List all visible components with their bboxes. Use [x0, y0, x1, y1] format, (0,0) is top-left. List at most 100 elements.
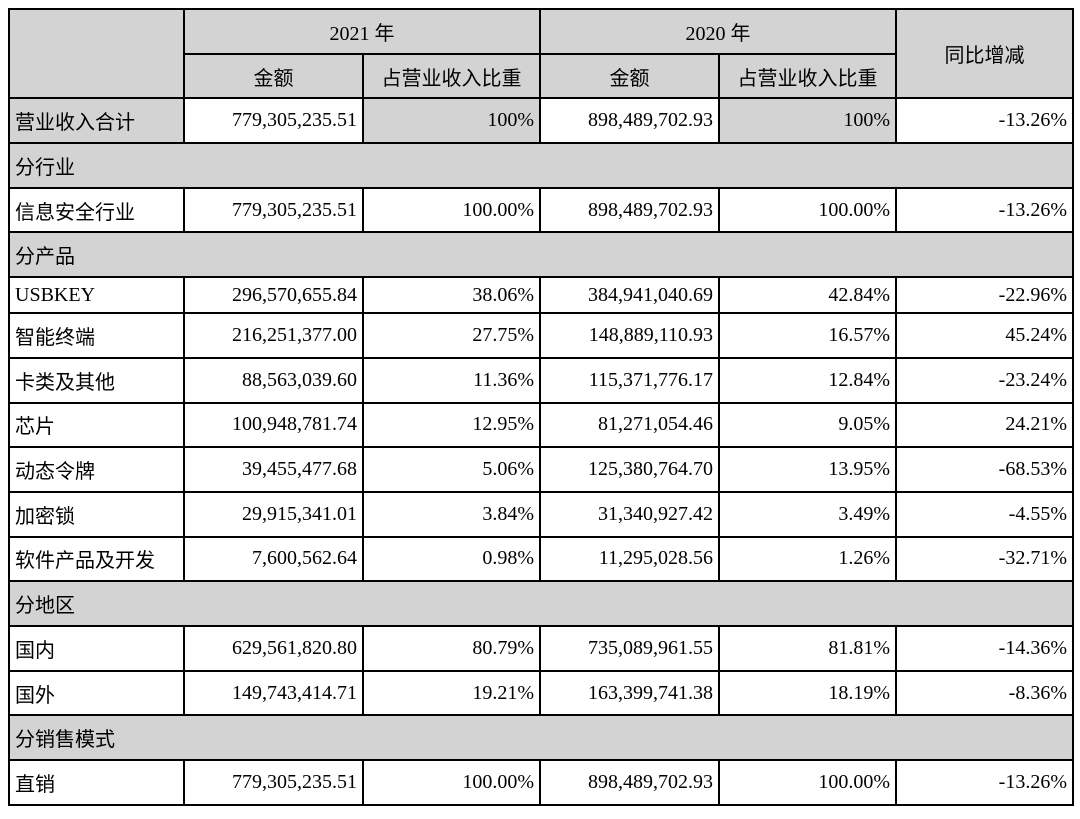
cell-amount-2020: 898,489,702.93: [539, 759, 720, 806]
table-row-overseas: 国外 149,743,414.71 19.21% 163,399,741.38 …: [8, 669, 1074, 717]
cell-ratio-2021: 27.75%: [362, 312, 541, 359]
cell-amount-2020: 11,295,028.56: [539, 535, 720, 583]
revenue-breakdown-table: 2021 年 2020 年 同比增减 金额 占营业收入比重 金额 占营业收入比重…: [8, 7, 1074, 806]
cell-amount-2020: 148,889,110.93: [539, 312, 720, 359]
cell-ratio-2020: 100.00%: [718, 759, 897, 806]
table-row-software-dev: 软件产品及开发 7,600,562.64 0.98% 11,295,028.56…: [8, 535, 1074, 583]
cell-amount-2020: 735,089,961.55: [539, 624, 720, 672]
cell-ratio-2020: 16.57%: [718, 312, 897, 359]
cell-ratio-2020: 100%: [718, 97, 897, 145]
cell-ratio-2021: 11.36%: [362, 356, 541, 404]
table-row-smart-terminal: 智能终端 216,251,377.00 27.75% 148,889,110.9…: [8, 312, 1074, 359]
cell-yoy: -13.26%: [895, 186, 1074, 234]
cell-ratio-2021: 5.06%: [362, 446, 541, 493]
cell-amount-2021: 779,305,235.51: [183, 97, 364, 145]
row-label: 信息安全行业: [8, 186, 185, 234]
cell-amount-2020: 898,489,702.93: [539, 97, 720, 145]
cell-amount-2020: 31,340,927.42: [539, 490, 720, 538]
row-label: 芯片: [8, 401, 185, 449]
cell-amount-2021: 29,915,341.01: [183, 490, 364, 538]
row-label: 国外: [8, 669, 185, 717]
cell-ratio-2020: 42.84%: [718, 276, 897, 315]
header-year-2021: 2021 年: [183, 8, 541, 55]
cell-yoy: -13.26%: [895, 97, 1074, 145]
header-amount-2020: 金额: [539, 52, 720, 100]
cell-ratio-2021: 3.84%: [362, 490, 541, 538]
cell-ratio-2021: 100.00%: [362, 759, 541, 806]
row-label: 动态令牌: [8, 446, 185, 493]
cell-yoy: -13.26%: [895, 759, 1074, 806]
cell-amount-2021: 100,948,781.74: [183, 401, 364, 449]
header-ratio-2020: 占营业收入比重: [718, 52, 897, 100]
section-label: 分行业: [8, 142, 1074, 189]
cell-amount-2020: 115,371,776.17: [539, 356, 720, 404]
cell-ratio-2020: 9.05%: [718, 401, 897, 449]
section-row-region: 分地区: [8, 580, 1074, 627]
cell-amount-2020: 125,380,764.70: [539, 446, 720, 493]
cell-ratio-2021: 100.00%: [362, 186, 541, 234]
row-label: 软件产品及开发: [8, 535, 185, 583]
cell-amount-2020: 163,399,741.38: [539, 669, 720, 717]
header-amount-2021: 金额: [183, 52, 364, 100]
cell-yoy: -8.36%: [895, 669, 1074, 717]
table-row-infosec-industry: 信息安全行业 779,305,235.51 100.00% 898,489,70…: [8, 186, 1074, 234]
cell-yoy: 45.24%: [895, 312, 1074, 359]
table-row-cards-other: 卡类及其他 88,563,039.60 11.36% 115,371,776.1…: [8, 356, 1074, 404]
cell-ratio-2021: 100%: [362, 97, 541, 145]
cell-ratio-2020: 3.49%: [718, 490, 897, 538]
cell-amount-2021: 779,305,235.51: [183, 186, 364, 234]
cell-amount-2021: 149,743,414.71: [183, 669, 364, 717]
row-label: USBKEY: [8, 276, 185, 315]
cell-amount-2021: 629,561,820.80: [183, 624, 364, 672]
cell-amount-2021: 88,563,039.60: [183, 356, 364, 404]
cell-ratio-2021: 12.95%: [362, 401, 541, 449]
cell-ratio-2020: 81.81%: [718, 624, 897, 672]
cell-ratio-2020: 100.00%: [718, 186, 897, 234]
corner-cell: [8, 7, 185, 100]
cell-ratio-2021: 38.06%: [362, 276, 541, 315]
table-row-direct-sales: 直销 779,305,235.51 100.00% 898,489,702.93…: [8, 759, 1074, 806]
cell-ratio-2020: 12.84%: [718, 356, 897, 404]
table-row-total-revenue: 营业收入合计 779,305,235.51 100% 898,489,702.9…: [8, 97, 1074, 145]
header-year-2020: 2020 年: [539, 8, 897, 55]
row-label: 营业收入合计: [8, 97, 185, 145]
cell-amount-2021: 296,570,655.84: [183, 276, 364, 315]
row-label: 加密锁: [8, 490, 185, 538]
cell-ratio-2020: 1.26%: [718, 535, 897, 583]
table-row-dynamic-token: 动态令牌 39,455,477.68 5.06% 125,380,764.70 …: [8, 446, 1074, 493]
cell-amount-2020: 898,489,702.93: [539, 186, 720, 234]
section-label: 分地区: [8, 580, 1074, 627]
section-row-industry: 分行业: [8, 142, 1074, 189]
table-row-domestic: 国内 629,561,820.80 80.79% 735,089,961.55 …: [8, 624, 1074, 672]
revenue-breakdown-table-wrap: 2021 年 2020 年 同比增减 金额 占营业收入比重 金额 占营业收入比重…: [8, 7, 1074, 806]
table-row-usbkey: USBKEY 296,570,655.84 38.06% 384,941,040…: [8, 276, 1074, 315]
row-label: 直销: [8, 759, 185, 806]
cell-ratio-2020: 13.95%: [718, 446, 897, 493]
cell-yoy: -14.36%: [895, 624, 1074, 672]
cell-amount-2020: 81,271,054.46: [539, 401, 720, 449]
section-row-product: 分产品: [8, 231, 1074, 279]
row-label: 智能终端: [8, 312, 185, 359]
row-label: 卡类及其他: [8, 356, 185, 404]
cell-amount-2020: 384,941,040.69: [539, 276, 720, 315]
row-label: 国内: [8, 624, 185, 672]
header-yoy: 同比增减: [895, 7, 1074, 100]
cell-yoy: 24.21%: [895, 401, 1074, 449]
cell-yoy: -23.24%: [895, 356, 1074, 404]
cell-yoy: -22.96%: [895, 276, 1074, 315]
header-row-years: 2021 年 2020 年 同比增减: [8, 7, 1074, 100]
cell-yoy: -68.53%: [895, 446, 1074, 493]
cell-ratio-2021: 19.21%: [362, 669, 541, 717]
header-row-metrics: 金额 占营业收入比重 金额 占营业收入比重: [9, 52, 1073, 100]
cell-amount-2021: 7,600,562.64: [183, 535, 364, 583]
cell-amount-2021: 39,455,477.68: [183, 446, 364, 493]
cell-ratio-2021: 0.98%: [362, 535, 541, 583]
section-row-sales-model: 分销售模式: [8, 714, 1074, 762]
cell-amount-2021: 216,251,377.00: [183, 312, 364, 359]
section-label: 分销售模式: [8, 714, 1074, 762]
cell-yoy: -32.71%: [895, 535, 1074, 583]
header-ratio-2021: 占营业收入比重: [362, 52, 541, 100]
table-row-chip: 芯片 100,948,781.74 12.95% 81,271,054.46 9…: [8, 401, 1074, 449]
cell-ratio-2020: 18.19%: [718, 669, 897, 717]
cell-ratio-2021: 80.79%: [362, 624, 541, 672]
